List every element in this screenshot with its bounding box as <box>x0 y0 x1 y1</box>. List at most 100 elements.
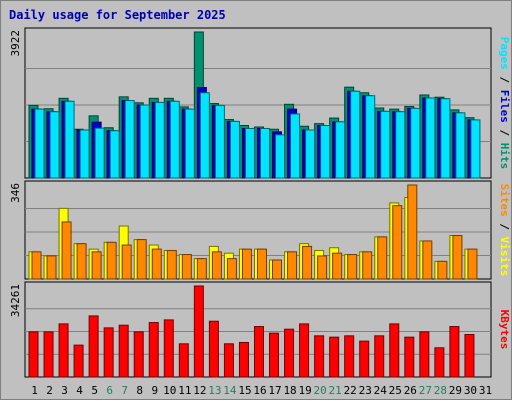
bar-pages-day-2 <box>49 111 60 179</box>
bar-sites-day-11 <box>181 254 192 280</box>
bar-sites-day-5 <box>91 251 102 280</box>
x-tick-label-day-25: 25 <box>389 384 402 397</box>
bar-sites-day-27 <box>422 240 433 280</box>
bar-sites-day-28 <box>437 260 448 280</box>
bar-sites-day-4 <box>76 243 87 280</box>
side-label-separator: / <box>498 70 511 90</box>
bar-kbytes-day-22 <box>344 335 355 378</box>
bar-pages-day-10 <box>169 100 180 179</box>
bar-kbytes-day-21 <box>329 336 340 378</box>
bar-sites-day-25 <box>392 205 403 280</box>
bar-kbytes-day-14 <box>223 343 234 378</box>
side-label-separator: / <box>498 123 511 143</box>
bar-sites-day-12 <box>196 258 207 280</box>
bar-sites-day-29 <box>452 235 463 280</box>
bar-sites-day-9 <box>151 248 162 280</box>
bar-pages-day-14 <box>229 120 240 179</box>
bar-kbytes-day-9 <box>148 322 159 378</box>
bar-kbytes-day-10 <box>163 319 174 378</box>
bar-pages-day-21 <box>335 121 346 179</box>
series-kbytes <box>28 285 475 378</box>
x-tick-label-day-8: 8 <box>136 384 143 397</box>
bar-kbytes-day-13 <box>208 320 219 378</box>
bar-sites-day-15 <box>241 248 252 280</box>
bar-pages-day-15 <box>244 127 255 179</box>
side-label-separator: / <box>498 217 511 237</box>
side-label-word: Hits <box>498 143 511 170</box>
bar-kbytes-day-8 <box>133 331 144 378</box>
x-tick-label-day-14: 14 <box>223 384 237 397</box>
bar-sites-day-6 <box>106 241 117 280</box>
bar-kbytes-day-3 <box>58 323 69 378</box>
bar-sites-day-20 <box>317 255 328 280</box>
bar-kbytes-day-2 <box>43 331 54 378</box>
bar-sites-day-7 <box>121 244 132 280</box>
bar-sites-day-23 <box>362 251 373 280</box>
bar-pages-day-4 <box>79 129 90 179</box>
side-label-visits-sites: Sites / Visits <box>498 184 511 277</box>
bar-kbytes-day-25 <box>389 323 400 378</box>
bar-sites-day-19 <box>302 245 313 280</box>
x-tick-label-day-20: 20 <box>314 384 327 397</box>
bar-kbytes-day-11 <box>178 343 189 378</box>
x-tick-label-day-11: 11 <box>178 384 191 397</box>
x-tick-label-day-12: 12 <box>193 384 206 397</box>
bar-sites-day-30 <box>467 248 478 280</box>
bar-kbytes-day-1 <box>28 331 39 378</box>
bar-pages-day-8 <box>139 104 150 179</box>
x-tick-label-day-24: 24 <box>374 384 388 397</box>
y-max-label: 3922 <box>9 30 22 57</box>
side-label-word: KBytes <box>498 310 511 350</box>
bar-pages-day-16 <box>259 127 270 179</box>
x-tick-label-day-10: 10 <box>163 384 176 397</box>
bar-sites-day-2 <box>46 255 57 280</box>
bar-pages-day-3 <box>64 100 75 179</box>
x-tick-label-day-5: 5 <box>91 384 98 397</box>
bar-pages-day-13 <box>214 104 225 179</box>
bar-pages-day-5 <box>94 127 105 179</box>
x-tick-label-day-1: 1 <box>31 384 38 397</box>
bar-kbytes-day-15 <box>238 341 249 378</box>
bar-sites-day-22 <box>347 254 358 280</box>
x-axis-labels: 1 2 3 4 5 6 7 8 9 10 11 12 13 14 15 16 17 18 19 20 21 22 23 24 2… <box>31 384 492 397</box>
bar-pages-day-6 <box>109 130 120 179</box>
bar-pages-day-20 <box>320 125 331 179</box>
bar-kbytes-day-23 <box>359 340 370 378</box>
bar-kbytes-day-5 <box>88 315 99 378</box>
bar-pages-day-18 <box>290 113 301 179</box>
bar-pages-day-9 <box>154 101 165 179</box>
bar-sites-day-8 <box>136 239 147 280</box>
bar-sites-day-1 <box>31 251 42 280</box>
side-label-word: Pages <box>498 37 511 70</box>
bar-pages-day-19 <box>305 129 316 179</box>
bar-pages-day-26 <box>410 107 421 179</box>
bar-kbytes-day-28 <box>434 347 445 378</box>
bar-sites-day-21 <box>332 252 343 280</box>
bar-pages-day-27 <box>425 97 436 179</box>
bar-kbytes-day-29 <box>449 326 460 378</box>
y-max-label: 346 <box>9 183 22 203</box>
bar-kbytes-day-19 <box>299 323 310 378</box>
bar-kbytes-day-27 <box>419 331 430 378</box>
x-tick-label-day-30: 30 <box>464 384 477 397</box>
bar-pages-day-22 <box>350 90 361 179</box>
bar-kbytes-day-24 <box>374 335 385 378</box>
x-tick-label-day-21: 21 <box>329 384 342 397</box>
y-max-label: 34261 <box>9 284 22 317</box>
x-tick-label-day-3: 3 <box>61 384 68 397</box>
bar-pages-day-30 <box>470 119 481 179</box>
bar-pages-day-1 <box>34 108 45 179</box>
side-label-word: Visits <box>498 237 511 277</box>
x-tick-label-day-13: 13 <box>208 384 221 397</box>
bar-sites-day-3 <box>61 221 72 280</box>
bar-kbytes-day-20 <box>314 335 325 378</box>
x-tick-label-day-18: 18 <box>283 384 296 397</box>
bar-kbytes-day-17 <box>269 332 280 378</box>
bar-kbytes-day-18 <box>284 328 295 378</box>
bar-kbytes-day-12 <box>193 285 204 378</box>
bar-sites-day-10 <box>166 249 177 280</box>
chart-title: Daily usage for September 2025 <box>9 8 226 22</box>
x-tick-label-day-15: 15 <box>238 384 251 397</box>
bar-pages-day-12 <box>199 92 210 179</box>
